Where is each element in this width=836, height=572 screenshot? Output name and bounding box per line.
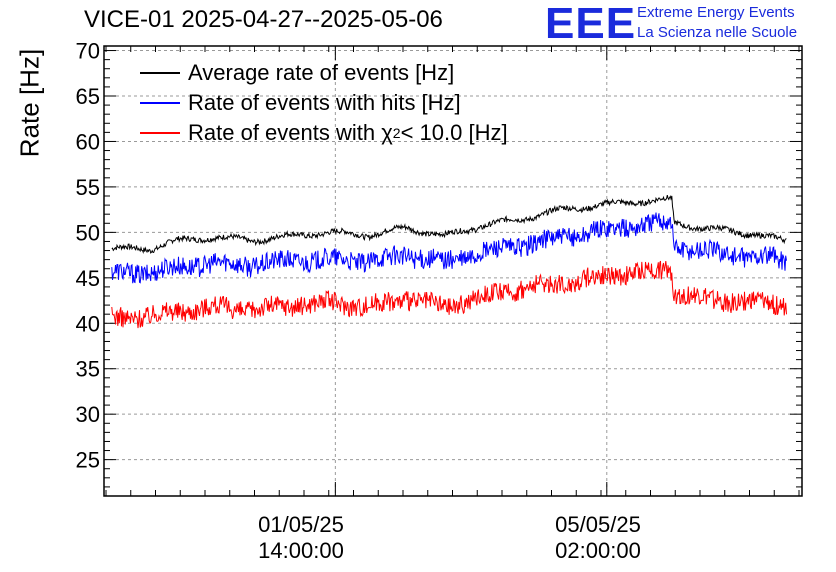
plot-frame (103, 45, 803, 497)
y-tick-label-70: 70 (76, 39, 100, 64)
series-line-3 (111, 260, 787, 329)
y-tick-label-60: 60 (76, 129, 100, 154)
x-tick-label-1: 01/05/25 14:00:00 (258, 512, 344, 564)
chart-title: VICE-01 2025-04-27--2025-05-06 (84, 6, 443, 33)
legend-item-average: Average rate of events [Hz] (140, 60, 454, 86)
y-tick-label-55: 55 (76, 175, 100, 200)
x-tick-date-2: 05/05/25 (555, 512, 641, 537)
legend-line-hits (140, 102, 180, 104)
legend-line-average (140, 72, 180, 74)
y-axis-label: Rate [Hz] (14, 48, 45, 158)
y-tick-label-30: 30 (76, 402, 100, 427)
x-tick-date-1: 01/05/25 (258, 512, 344, 537)
x-tick-time-2: 02:00:00 (555, 538, 641, 563)
logo-line1: Extreme Energy Events (637, 4, 795, 21)
y-tick-label-50: 50 (76, 220, 100, 245)
legend-line-chi2 (140, 132, 180, 134)
x-tick-label-2: 05/05/25 02:00:00 (555, 512, 641, 564)
y-tick-label-25: 25 (76, 448, 100, 473)
y-tick-label-45: 45 (76, 266, 100, 291)
legend-chi2-suffix: < 10.0 [Hz] (400, 120, 508, 145)
series-line-2 (111, 212, 787, 284)
legend-item-hits: Rate of events with hits [Hz] (140, 90, 461, 116)
logo-line2: La Scienza nelle Scuole (637, 24, 798, 41)
y-tick-label-65: 65 (76, 84, 100, 109)
eee-logo: EEE (545, 0, 637, 48)
y-tick-label-35: 35 (76, 357, 100, 382)
series-line-1 (111, 194, 787, 254)
x-tick-time-1: 14:00:00 (258, 538, 344, 563)
legend-label-chi2: Rate of events with χ (188, 120, 393, 145)
y-tick-label-40: 40 (76, 311, 100, 336)
legend-label-average: Average rate of events [Hz] (188, 60, 455, 85)
legend-chi2-superscript: 2 (392, 125, 401, 141)
legend-label-hits: Rate of events with hits [Hz] (188, 90, 461, 115)
